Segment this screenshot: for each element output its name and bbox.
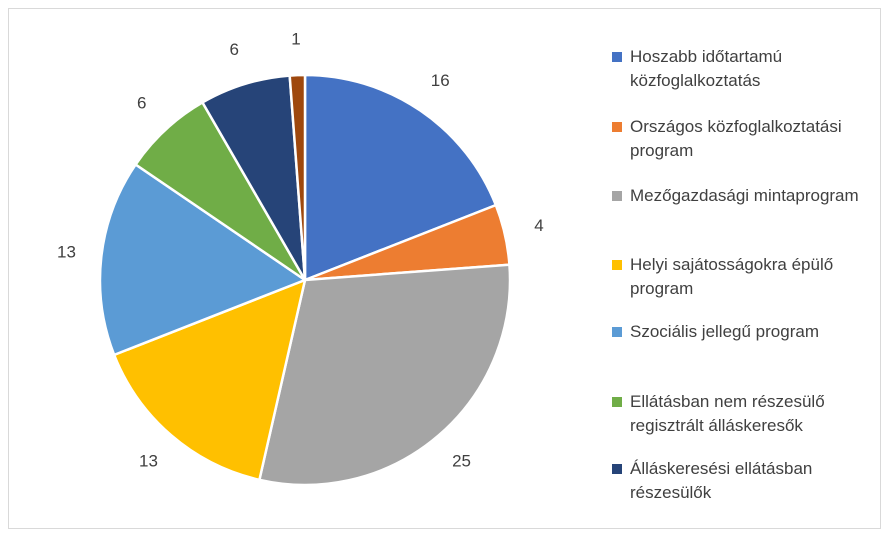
legend-swatch <box>612 260 622 270</box>
legend-item: Álláskeresési ellátásban részesülők <box>612 457 874 505</box>
legend-label: Helyi sajátosságokra épülő program <box>630 255 834 298</box>
legend-item: Országos közfoglalkoztatási program <box>612 115 874 163</box>
pie-slice <box>257 263 512 487</box>
legend-item: Ellátásban nem részesülő regisztrált áll… <box>612 390 874 438</box>
legend-label: Álláskeresési ellátásban részesülők <box>630 459 813 502</box>
data-label: 25 <box>452 451 471 470</box>
legend-item: Szociális jellegű program <box>612 320 874 344</box>
data-label: 16 <box>431 71 450 90</box>
legend-label: Szociális jellegű program <box>630 322 819 341</box>
pie-slice <box>303 73 498 282</box>
legend-item: Hoszabb időtartamú közfoglalkoztatás <box>612 45 874 93</box>
pie-slice <box>112 277 307 482</box>
legend-swatch <box>612 122 622 132</box>
legend-swatch <box>612 191 622 201</box>
legend-item: Mezőgazdasági mintaprogram <box>612 184 874 208</box>
pie-slice <box>288 73 307 281</box>
legend-label: Országos közfoglalkoztatási program <box>630 117 842 160</box>
legend-swatch <box>612 327 622 337</box>
legend-label: Hoszabb időtartamú közfoglalkoztatás <box>630 47 783 90</box>
data-label: 13 <box>57 243 76 262</box>
legend-swatch <box>612 464 622 474</box>
legend-swatch <box>612 397 622 407</box>
data-label: 6 <box>230 40 239 59</box>
legend-label: Ellátásban nem részesülő regisztrált áll… <box>630 392 825 435</box>
legend-swatch <box>612 52 622 62</box>
legend-item: Helyi sajátosságokra épülő program <box>612 253 874 301</box>
data-label: 6 <box>137 94 146 113</box>
data-label: 13 <box>139 451 158 470</box>
pie-slice <box>98 162 308 357</box>
data-label: 4 <box>534 216 543 235</box>
legend-label: Mezőgazdasági mintaprogram <box>630 186 859 205</box>
data-label: 1 <box>291 30 300 49</box>
